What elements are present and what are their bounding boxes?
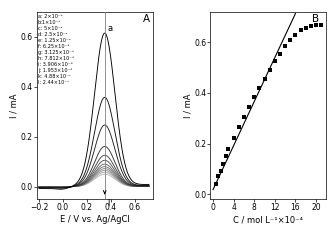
Point (246, 105, 252, 109)
Point (303, 26, 308, 30)
Point (215, 174, 221, 178)
Point (221, 162, 226, 166)
Point (298, 28, 303, 32)
Point (267, 68, 272, 72)
Point (277, 52, 283, 56)
Text: B: B (312, 14, 320, 24)
Text: l: l (108, 199, 110, 208)
Point (282, 44, 288, 48)
Point (313, 24, 319, 27)
Point (236, 125, 241, 129)
Point (223, 154, 228, 158)
Point (288, 38, 293, 42)
Point (262, 77, 267, 81)
Point (272, 60, 277, 63)
Point (251, 95, 257, 99)
Text: A: A (143, 14, 151, 24)
Point (308, 24, 314, 28)
Point (218, 169, 223, 173)
X-axis label: E / V vs. Ag/AgCl: E / V vs. Ag/AgCl (60, 215, 130, 224)
Y-axis label: I / mA: I / mA (184, 93, 193, 118)
Text: a: a (108, 24, 113, 33)
Point (213, 182, 218, 186)
X-axis label: C / mol L⁻¹×10⁻⁴: C / mol L⁻¹×10⁻⁴ (233, 215, 303, 224)
Point (226, 147, 231, 150)
Point (319, 23, 324, 27)
Text: a: 2×10⁻³
b:1×10⁻³
c: 5×10⁻⁴
d: 2.5×10⁻⁴
e: 1.25×10⁻⁴
f: 6.25×10⁻⁵
g: 3.125×10⁻⁵: a: 2×10⁻³ b:1×10⁻³ c: 5×10⁻⁴ d: 2.5×10⁻⁴… (38, 14, 74, 85)
Point (257, 86, 262, 90)
Point (231, 137, 236, 140)
Point (241, 115, 247, 119)
Y-axis label: I / mA: I / mA (10, 93, 19, 118)
Point (293, 33, 298, 37)
